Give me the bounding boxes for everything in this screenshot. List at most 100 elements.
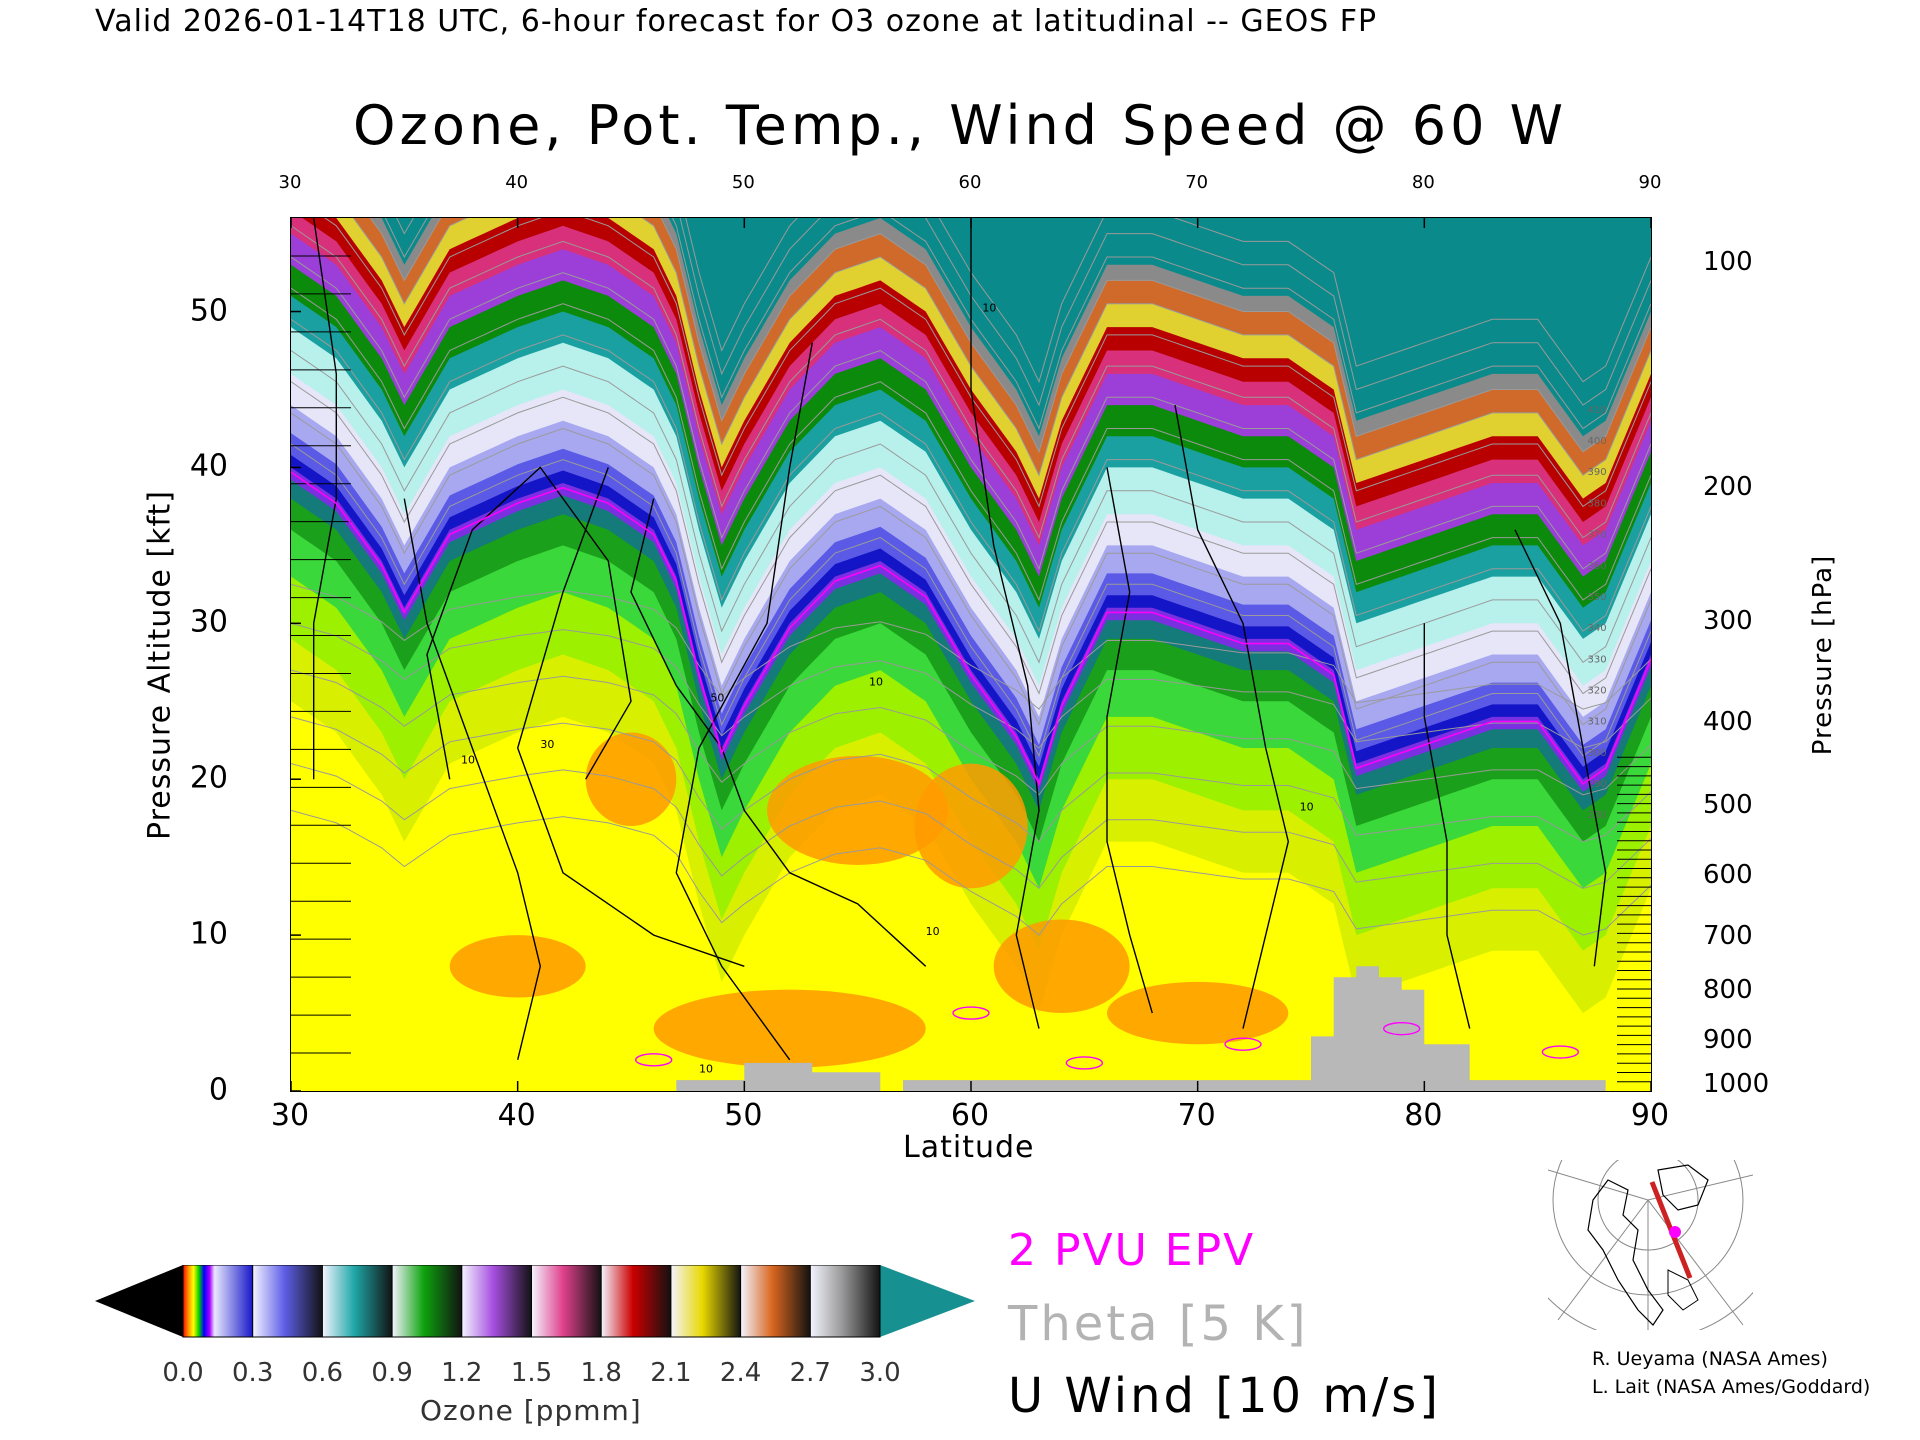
u-wind-label-1: 50 — [710, 691, 724, 704]
ozone-patch-6 — [1107, 981, 1289, 1045]
colorbar-tick-0.6: 0.6 — [301, 1358, 344, 1388]
legend-theta: Theta [5 K] — [1008, 1296, 1309, 1352]
theta-label-370: 370 — [1588, 530, 1607, 541]
theta-contour-11 — [291, 287, 1651, 602]
legend-epv: 2 PVU EPV — [1008, 1225, 1256, 1276]
y-tick-30: 30 — [189, 604, 228, 640]
colorbar-high-arrow — [880, 1265, 975, 1337]
theta-contour-3 — [291, 669, 1651, 796]
epv-loop-3 — [1224, 1037, 1262, 1051]
pressure-tick-200: 200 — [1703, 471, 1753, 502]
pressure-tick-900: 900 — [1703, 1025, 1753, 1056]
theta-label-410: 410 — [1588, 405, 1607, 416]
epv-loop-5 — [1541, 1045, 1580, 1059]
theta-label-310: 310 — [1588, 717, 1607, 728]
ozone-colorbar — [95, 1265, 975, 1338]
pressure-tick-600: 600 — [1703, 859, 1753, 890]
u-wind-contour-10 — [403, 498, 542, 1060]
u-wind-label-5: 10 — [1300, 800, 1314, 813]
colorbar-segment-0 — [183, 1265, 254, 1337]
theta-label-400: 400 — [1588, 436, 1607, 447]
pressure-tick-800: 800 — [1703, 975, 1753, 1006]
u-wind-contour-3 — [675, 342, 813, 1061]
colorbar-tick-1.5: 1.5 — [510, 1358, 553, 1388]
colorbar-tick-0.9: 0.9 — [371, 1358, 413, 1388]
header-text: Valid 2026-01-14T18 UTC, 6-hour forecast… — [95, 4, 1378, 39]
theta-label-330: 330 — [1588, 654, 1607, 665]
u-wind-label-7: 10 — [699, 1062, 713, 1075]
ozone-patch-2 — [914, 763, 1028, 889]
colorbar-tick-2.7: 2.7 — [789, 1358, 831, 1388]
u-wind-label-3: 10 — [869, 676, 883, 689]
colorbar-tick-0.3: 0.3 — [232, 1358, 274, 1388]
colorbar-segment-8 — [740, 1265, 811, 1337]
colorbar-segment-5 — [531, 1265, 602, 1337]
epv-loop-2 — [1065, 1056, 1104, 1070]
pressure-tick-700: 700 — [1703, 920, 1753, 951]
ozone-patch-3 — [449, 935, 586, 998]
colorbar-segment-4 — [461, 1265, 532, 1337]
y-tick-40: 40 — [189, 448, 228, 484]
colorbar-frame — [182, 1265, 881, 1338]
chart-title: Ozone, Pot. Temp., Wind Speed @ 60 W — [352, 94, 1567, 157]
y-tick-50: 50 — [189, 293, 228, 329]
u-wind-label-6: 10 — [926, 925, 940, 938]
y-tick-0: 0 — [208, 1072, 228, 1108]
x-tick-top-50: 50 — [731, 172, 755, 193]
y2-axis-label: Pressure [hPa] — [1808, 554, 1838, 756]
theta-label-290: 290 — [1588, 779, 1607, 790]
u-wind-contour-8 — [1514, 529, 1607, 967]
u-wind-contour-4 — [970, 218, 1040, 1029]
theta-contour-4 — [291, 622, 1651, 749]
plot-area: 410 400 390 380 370 360 350 340 330 320 310 300 290 2… — [290, 217, 1652, 1092]
u-wind-contour-6 — [1174, 404, 1290, 1029]
x-tick-bottom-40: 40 — [497, 1098, 536, 1133]
x-tick-top-80: 80 — [1411, 172, 1435, 193]
terrain — [676, 966, 1606, 1091]
colorbar-segment-7 — [670, 1265, 742, 1337]
theta-label-280: 280 — [1588, 810, 1607, 821]
theta-contour-1 — [291, 763, 1651, 890]
u-wind-contour-1 — [630, 498, 927, 967]
colorbar-segment-3 — [392, 1265, 463, 1337]
pressure-tick-300: 300 — [1703, 605, 1753, 636]
pressure-tick-500: 500 — [1703, 789, 1753, 820]
theta-label-340: 340 — [1588, 623, 1607, 634]
theta-label-300: 300 — [1588, 748, 1607, 759]
colorbar-segment-6 — [601, 1265, 672, 1337]
theta-contour-12 — [291, 256, 1651, 571]
y-tick-10: 10 — [189, 916, 228, 952]
theta-contour-13 — [291, 225, 1651, 539]
u-wind-label-4: 10 — [982, 302, 996, 315]
ozone-patch-0 — [585, 732, 677, 826]
colorbar-tick-1.8: 1.8 — [580, 1358, 622, 1388]
x-tick-bottom-30: 30 — [270, 1098, 310, 1133]
epv-2pvu-line — [291, 471, 1651, 787]
x-tick-bottom-70: 70 — [1177, 1098, 1216, 1133]
theta-contour-2 — [291, 716, 1651, 843]
x-tick-top-70: 70 — [1185, 172, 1209, 193]
u-wind-contour-2 — [516, 467, 745, 967]
x-tick-bottom-90: 90 — [1630, 1098, 1670, 1133]
theta-contour-0 — [291, 809, 1651, 936]
x-tick-bottom-60: 60 — [950, 1098, 990, 1133]
u-wind-label-2: 30 — [540, 738, 554, 751]
x-tick-top-40: 40 — [505, 172, 529, 193]
credit-line-1: R. Ueyama (NASA Ames) — [1592, 1348, 1828, 1370]
theta-label-390: 390 — [1588, 467, 1607, 478]
legend-u-wind: U Wind [10 m/s] — [1008, 1368, 1442, 1424]
location-map-icon — [1548, 1160, 1753, 1330]
x-tick-top-90: 90 — [1638, 172, 1662, 193]
ozone-patch-5 — [993, 919, 1130, 1014]
theta-label-350: 350 — [1588, 592, 1607, 603]
ozone-cross-section: 410 400 390 380 370 360 350 340 330 320 310 300 290 2… — [291, 218, 1651, 1091]
pressure-tick-400: 400 — [1703, 707, 1753, 738]
u-wind-contour-0 — [426, 466, 632, 780]
x-axis-label: Latitude — [903, 1130, 1035, 1165]
u-wind-contour-9 — [313, 218, 337, 780]
theta-label-320: 320 — [1588, 685, 1607, 696]
u-wind-contour-7 — [1423, 623, 1471, 1029]
pressure-tick-1000: 1000 — [1703, 1068, 1770, 1099]
ozone-patch-4 — [653, 989, 926, 1068]
x-tick-top-30: 30 — [278, 172, 302, 193]
